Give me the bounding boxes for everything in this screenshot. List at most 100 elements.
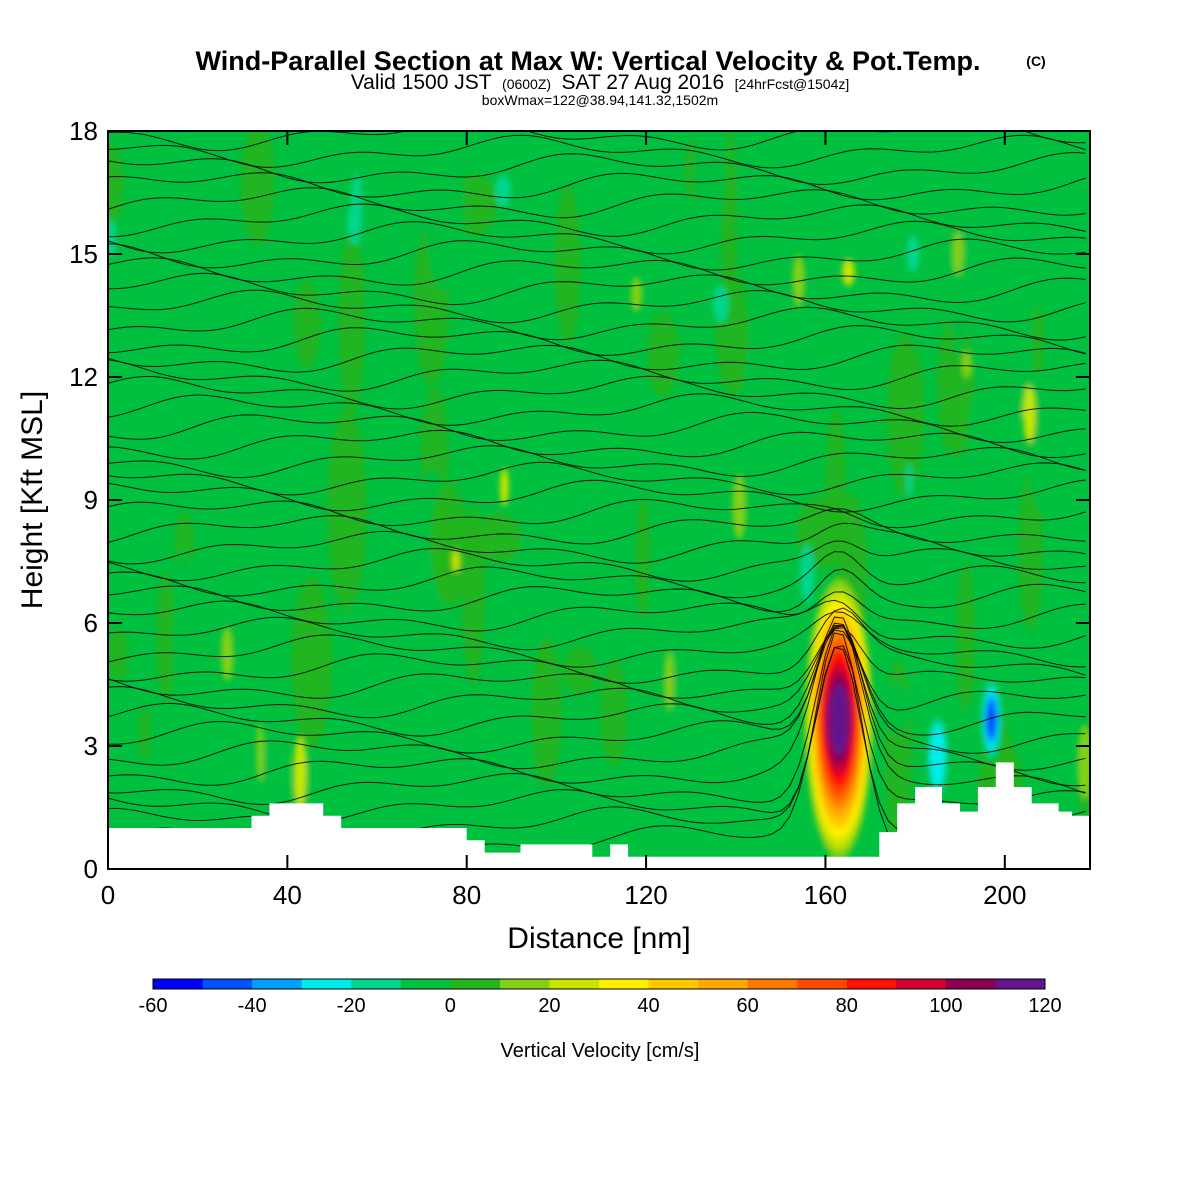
velocity-cell bbox=[712, 285, 729, 323]
theta-contour bbox=[108, 568, 1086, 613]
downdraft-level bbox=[986, 701, 997, 738]
theta-contour bbox=[108, 551, 1086, 599]
theta-contour bbox=[108, 429, 1086, 460]
velocity-cell bbox=[587, 355, 606, 524]
velocity-cell bbox=[499, 467, 509, 506]
theta-contour bbox=[108, 622, 1086, 771]
theta-contour bbox=[108, 393, 1086, 427]
subtitle-date: SAT 27 Aug 2016 bbox=[562, 71, 725, 94]
theta-contour bbox=[108, 238, 1086, 271]
velocity-cell bbox=[952, 231, 964, 275]
velocity-cell bbox=[906, 235, 920, 273]
velocity-cell bbox=[1023, 385, 1036, 444]
y-axis-label: Height [Kft MSL] bbox=[16, 391, 49, 609]
velocity-cell bbox=[474, 512, 522, 564]
theta-contour bbox=[108, 134, 1086, 169]
colorbar-swatch bbox=[797, 979, 848, 989]
colorbar-swatch bbox=[648, 979, 699, 989]
velocity-cell bbox=[961, 131, 989, 330]
colorbar-tick-label: -40 bbox=[238, 995, 267, 1017]
y-tick-label: 15 bbox=[69, 239, 98, 269]
x-tick-label: 120 bbox=[624, 880, 667, 910]
velocity-cell bbox=[1031, 305, 1045, 376]
velocity-cell bbox=[256, 723, 264, 782]
theta-contour bbox=[108, 257, 1086, 286]
x-axis: 0 40 80 120 160 200 bbox=[101, 131, 1026, 910]
theta-contour bbox=[108, 616, 1086, 787]
theta-contour bbox=[108, 625, 1086, 754]
colorbar-label: Vertical Velocity [cm/s] bbox=[501, 1040, 700, 1062]
velocity-cell bbox=[430, 483, 469, 606]
theta-contour bbox=[108, 344, 1086, 373]
y-tick-label: 12 bbox=[69, 362, 98, 392]
colorbar-swatch bbox=[499, 979, 550, 989]
updraft-core-level bbox=[828, 683, 849, 756]
subtitle-forecast: [24hrFcst@1504z] bbox=[735, 76, 850, 92]
chart-title: Wind-Parallel Section at Max W: Vertical… bbox=[196, 46, 981, 76]
velocity-cell bbox=[163, 201, 201, 378]
velocity-cell bbox=[172, 547, 195, 744]
colorbar-tick-label: -20 bbox=[337, 995, 366, 1017]
theta-contour bbox=[108, 325, 1086, 356]
terrain-mask bbox=[108, 762, 1090, 869]
velocity-cell bbox=[906, 463, 913, 498]
theta-contour bbox=[108, 187, 1086, 219]
velocity-cell bbox=[554, 184, 581, 345]
velocity-cell bbox=[693, 131, 728, 239]
theta-contour bbox=[108, 445, 1086, 479]
colorbar-swatch bbox=[846, 979, 897, 989]
x-tick-label: 80 bbox=[452, 880, 481, 910]
y-tick-label: 3 bbox=[84, 731, 98, 761]
velocity-cell bbox=[452, 549, 460, 573]
velocity-cell bbox=[961, 701, 978, 793]
theta-contour bbox=[108, 522, 1086, 565]
colorbar-swatch bbox=[450, 979, 501, 989]
theta-contour bbox=[108, 203, 1086, 238]
velocity-cell bbox=[209, 156, 223, 219]
velocity-cell bbox=[992, 274, 1037, 422]
velocity-cell bbox=[138, 706, 151, 761]
theta-contour bbox=[108, 498, 1086, 529]
velocity-cell bbox=[1026, 377, 1066, 515]
chart-title-mark: (C) bbox=[1026, 53, 1045, 69]
colorbar-tick-label: 100 bbox=[929, 995, 962, 1017]
velocity-cell bbox=[290, 576, 332, 748]
theta-contour bbox=[108, 306, 1086, 341]
colorbar-tick-label: 0 bbox=[445, 995, 456, 1017]
colorbar-tick-label: 40 bbox=[637, 995, 659, 1017]
colorbar-swatch bbox=[202, 979, 253, 989]
velocity-cell bbox=[488, 735, 508, 869]
velocity-cell bbox=[1077, 725, 1090, 800]
theta-contour bbox=[108, 172, 1086, 201]
velocity-cell bbox=[886, 333, 925, 498]
chart-subtitle: Valid 1500 JST (0600Z) SAT 27 Aug 2016 [… bbox=[351, 71, 850, 94]
colorbar-swatch bbox=[351, 979, 402, 989]
colorbar-tick-label: 60 bbox=[737, 995, 759, 1017]
y-tick-label: 9 bbox=[84, 485, 98, 515]
colorbar-tick-label: -60 bbox=[139, 995, 168, 1017]
theta-contour bbox=[108, 627, 1086, 699]
colorbar-tick-label: 120 bbox=[1028, 995, 1061, 1017]
colorbar-swatch bbox=[549, 979, 600, 989]
theta-contour bbox=[108, 540, 1086, 582]
theta-contour bbox=[108, 591, 1086, 632]
colorbar-swatch bbox=[896, 979, 947, 989]
x-tick-label: 200 bbox=[983, 880, 1026, 910]
theta-contour bbox=[108, 461, 1086, 496]
theta-contour bbox=[108, 220, 1086, 255]
velocity-cell bbox=[221, 626, 234, 682]
velocity-cell bbox=[937, 312, 974, 458]
x-tick-label: 160 bbox=[804, 880, 847, 910]
velocity-cell bbox=[646, 312, 680, 397]
velocity-cell bbox=[706, 669, 752, 786]
velocity-cell bbox=[240, 131, 275, 246]
velocity-cell bbox=[293, 279, 321, 369]
y-tick-label: 6 bbox=[84, 608, 98, 638]
colorbar-swatch bbox=[153, 979, 204, 989]
colorbar-tick-label: 20 bbox=[538, 995, 560, 1017]
velocity-cell bbox=[961, 350, 972, 379]
colorbar-swatch bbox=[400, 979, 451, 989]
theta-contour bbox=[108, 599, 1086, 651]
velocity-cell bbox=[351, 172, 363, 245]
colorbar: -60 -40 -20 0 20 40 60 80 100 120 bbox=[139, 978, 1062, 1017]
